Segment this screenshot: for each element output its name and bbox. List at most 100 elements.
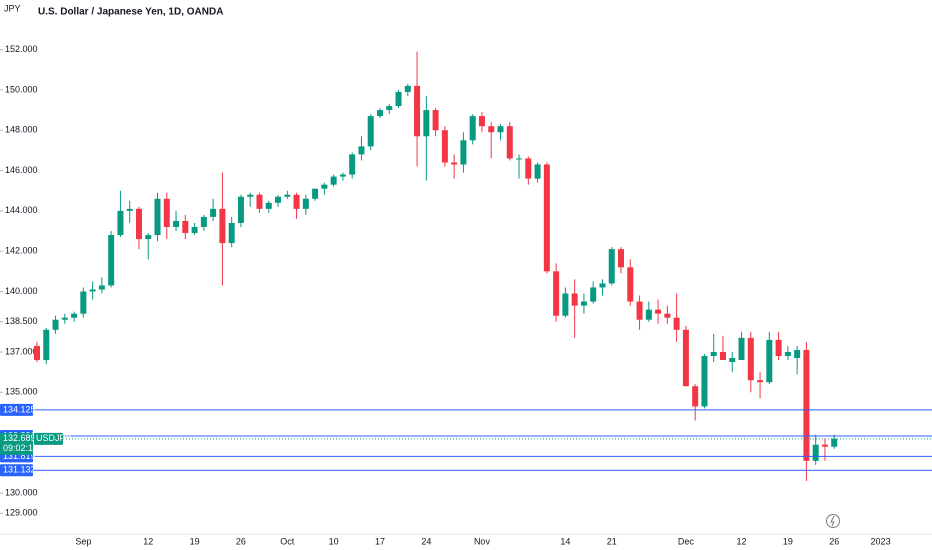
candle-body: [173, 220, 180, 227]
candle-body: [312, 188, 319, 199]
price-tag-label: 131.819: [3, 451, 36, 461]
candle-body: [599, 283, 606, 288]
candle-body: [349, 154, 356, 175]
candle-body: [61, 317, 68, 320]
candle-body: [571, 293, 578, 306]
candle-body: [293, 194, 300, 209]
candle-body: [488, 126, 495, 133]
price-tag-label: 131.132: [3, 465, 36, 475]
candle-body: [803, 349, 810, 461]
symbol-label: USDJPY: [36, 433, 72, 443]
candle-body: [330, 176, 337, 185]
x-tick-label: 19: [783, 536, 793, 546]
y-tick-label: 140.000: [5, 286, 38, 296]
candle-body: [302, 198, 309, 209]
candle-body: [534, 164, 541, 179]
candle-body: [200, 216, 207, 227]
price-tag-label: 134.125: [3, 404, 36, 414]
candle-body: [562, 293, 569, 316]
candle-body: [441, 130, 448, 163]
candle-body: [367, 116, 374, 147]
candle-body: [358, 146, 365, 155]
candle-body: [636, 301, 643, 320]
candle-body: [376, 110, 383, 117]
candle-body: [655, 309, 662, 314]
icon-circle[interactable]: [826, 514, 840, 528]
candle-body: [423, 110, 430, 137]
candle-body: [497, 126, 504, 133]
last-price-label: 132.689: [3, 433, 36, 443]
candle-body: [506, 126, 513, 159]
last-price-tag: [0, 432, 33, 455]
candle-body: [228, 222, 235, 244]
candle-body: [284, 194, 291, 197]
x-tick-label: Nov: [474, 536, 491, 546]
candle-body: [80, 291, 87, 314]
candle-body: [469, 116, 476, 141]
candle-body: [108, 235, 115, 286]
y-tick-label: 142.000: [5, 246, 38, 256]
candle-body: [256, 194, 263, 209]
x-tick-label: 12: [143, 536, 153, 546]
y-tick-label: 138.500: [5, 316, 38, 326]
candle-body: [71, 313, 78, 318]
price-tag: [0, 464, 33, 477]
x-tick-label: Oct: [280, 536, 295, 546]
candle-body: [414, 85, 421, 137]
candle-body: [729, 358, 736, 363]
candle-body: [831, 438, 838, 447]
candle-body: [219, 208, 226, 244]
price-tag: [0, 403, 33, 416]
candle-body: [738, 337, 745, 361]
x-tick-label: 26: [236, 536, 246, 546]
candle-body: [766, 339, 773, 383]
candle-body: [395, 91, 402, 107]
candle-body: [645, 309, 652, 320]
x-tick-label: 24: [421, 536, 431, 546]
x-tick-label: 21: [607, 536, 617, 546]
candle-body: [682, 329, 689, 387]
candle-body: [618, 249, 625, 268]
candle-body: [757, 380, 764, 383]
candle-body: [701, 356, 708, 407]
candle-body: [275, 196, 282, 203]
candle-body: [145, 235, 152, 240]
candle-body: [321, 184, 328, 189]
y-tick-label: 135.000: [5, 387, 38, 397]
candle-body: [52, 319, 59, 330]
candle-body: [590, 287, 597, 302]
x-tick-label: Sep: [75, 536, 91, 546]
y-tick-label: 148.000: [5, 125, 38, 135]
candle-body: [525, 158, 532, 179]
replay-icon[interactable]: [826, 514, 840, 528]
candle-body: [821, 444, 828, 447]
icon-bolt[interactable]: [830, 515, 835, 527]
y-tick-label: 146.000: [5, 165, 38, 175]
y-tick-label: 152.000: [5, 44, 38, 54]
y-tick-label: 130.000: [5, 487, 38, 497]
candle-body: [451, 162, 458, 165]
candle-body: [516, 158, 523, 160]
candle-body: [812, 444, 819, 461]
x-tick-label: 14: [560, 536, 570, 546]
y-tick-label: 144.000: [5, 205, 38, 215]
candle-body: [126, 208, 133, 211]
candle-body: [794, 349, 801, 359]
y-tick-label: 137.000: [5, 346, 38, 356]
x-tick-label: 2023: [871, 536, 891, 546]
candle-body: [154, 198, 161, 236]
candle-body: [747, 337, 754, 381]
candle-body: [404, 85, 411, 92]
candle-body: [432, 110, 439, 131]
candle-body: [265, 202, 272, 209]
x-tick-label: 10: [329, 536, 339, 546]
candle-body: [664, 313, 671, 318]
candle-body: [237, 196, 244, 223]
candle-body: [247, 194, 254, 197]
candle-body: [775, 339, 782, 356]
chart-title: U.S. Dollar / Japanese Yen, 1D, OANDA: [38, 7, 223, 18]
x-tick-label: 26: [829, 536, 839, 546]
candle-body: [210, 208, 217, 217]
candle-body: [89, 289, 96, 292]
